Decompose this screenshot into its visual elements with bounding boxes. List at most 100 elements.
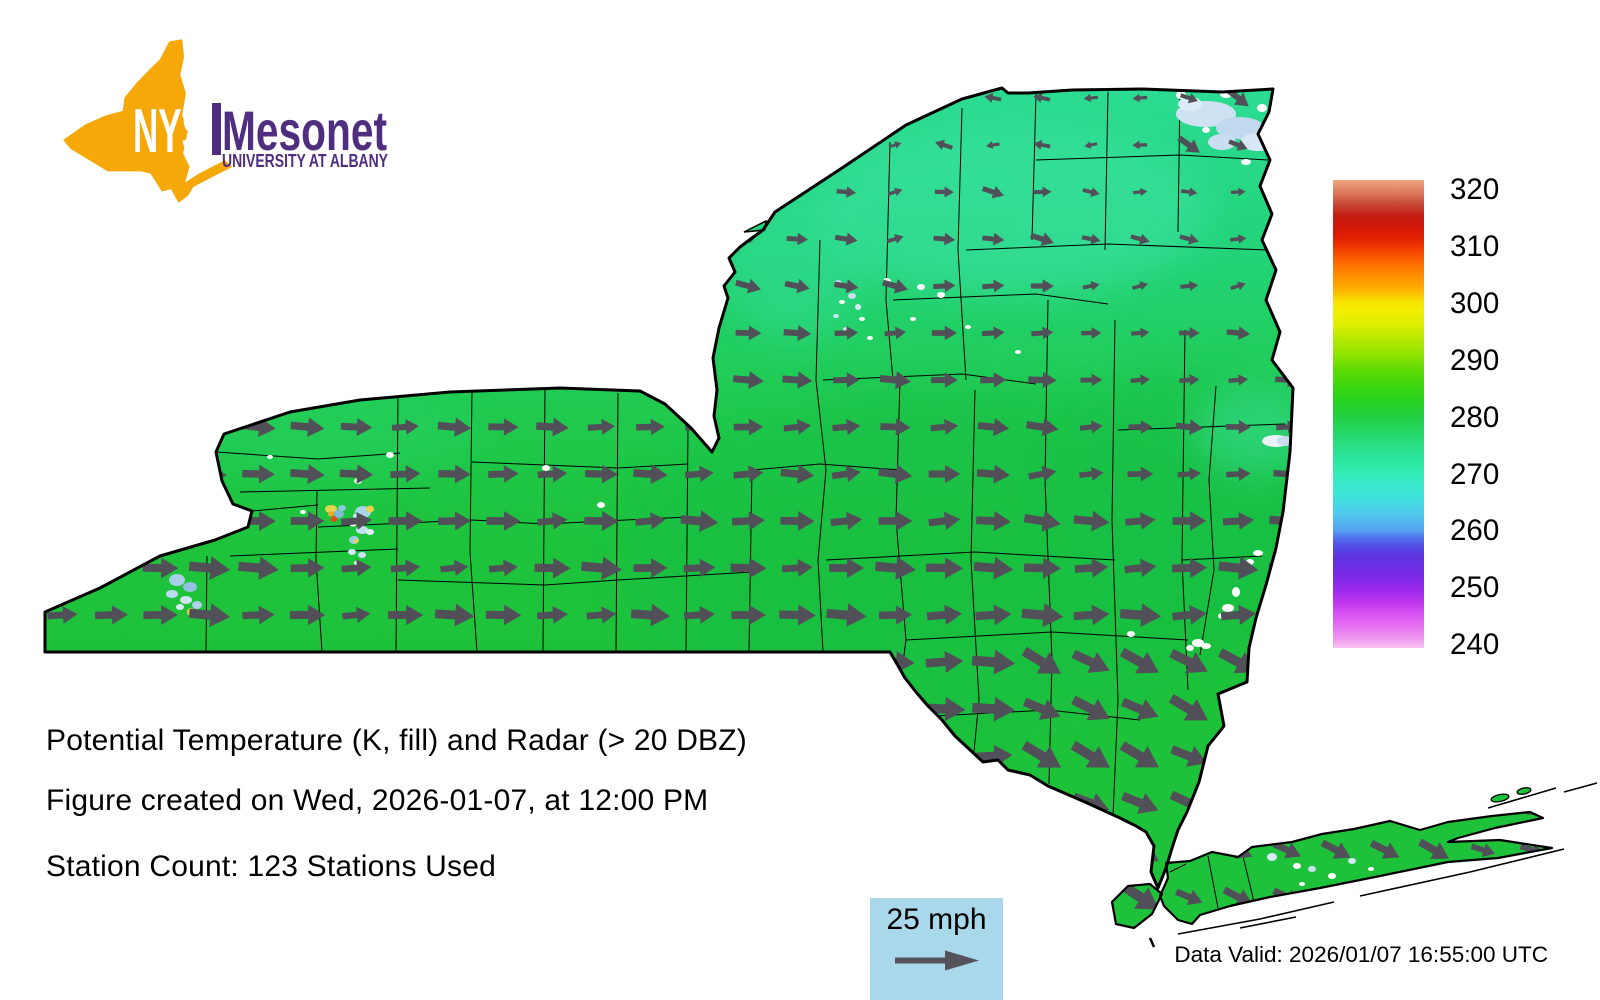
wind-arrow — [1507, 686, 1552, 732]
radar-echo — [192, 601, 202, 609]
wind-arrow — [686, 325, 713, 341]
wind-arrow — [336, 978, 378, 1000]
wind-arrow — [341, 274, 372, 298]
wind-arrow — [1266, 693, 1309, 726]
wind-arrow — [46, 370, 79, 390]
wind-arrow — [631, 838, 670, 862]
wind-arrow — [738, 91, 759, 105]
wind-arrow — [786, 137, 808, 153]
wind-arrow — [495, 92, 511, 104]
colorbar-tick-label: 320 — [1450, 173, 1500, 206]
wind-arrow — [1119, 975, 1161, 1000]
wind-arrow — [585, 369, 618, 391]
wind-arrow — [247, 325, 270, 341]
wind-speed-label: 25 mph — [886, 903, 987, 936]
radar-echo — [348, 549, 356, 555]
wind-arrow — [248, 231, 268, 247]
wind-arrow — [1322, 88, 1350, 110]
wind-arrow — [45, 698, 80, 720]
radar-echo — [338, 505, 346, 511]
radar-echo — [169, 574, 185, 586]
wind-arrow — [1472, 137, 1494, 154]
wind-arrow — [634, 699, 667, 719]
wind-arrow — [542, 232, 563, 246]
wind-reference-arrow-icon — [894, 950, 979, 971]
wind-arrow — [781, 981, 814, 1000]
wind-arrow — [393, 325, 418, 341]
wind-arrow — [1558, 689, 1600, 729]
wind-arrow — [1425, 233, 1443, 245]
wind-arrow — [827, 979, 866, 1000]
wind-arrow — [46, 510, 79, 532]
wind-arrow — [1374, 89, 1397, 107]
radar-echo — [366, 505, 374, 513]
radar-echo — [1222, 604, 1234, 612]
wind-arrow — [437, 934, 472, 954]
wind-arrow — [540, 278, 564, 294]
map-title: Potential Temperature (K, fill) and Rada… — [46, 724, 747, 757]
wind-arrow — [641, 186, 660, 198]
wind-arrow — [147, 325, 174, 341]
wind-arrow — [491, 184, 515, 201]
colorbar-tick-label: 290 — [1450, 343, 1500, 377]
wind-arrow — [1572, 280, 1591, 291]
radar-echo — [334, 510, 344, 518]
wind-arrow — [827, 791, 866, 815]
radar-echo — [353, 539, 359, 543]
radar-echo — [859, 317, 865, 321]
wind-arrow — [729, 885, 769, 909]
wind-arrow — [394, 136, 417, 154]
wind-arrow — [143, 511, 178, 531]
wind-arrow — [46, 652, 79, 672]
wind-arrow — [1416, 882, 1453, 912]
wind-arrow — [1565, 837, 1597, 863]
wind-arrow — [1517, 88, 1547, 112]
wind-arrow — [48, 418, 77, 436]
wind-arrow — [1568, 419, 1595, 436]
wind-arrow — [1556, 639, 1600, 685]
wind-arrow — [887, 93, 904, 103]
radar-echo — [965, 325, 971, 329]
wind-arrow — [728, 790, 770, 816]
wind-arrow — [439, 323, 470, 343]
radar-echo — [1257, 104, 1267, 112]
radar-echo — [1299, 882, 1305, 886]
wind-arrow — [1561, 555, 1600, 580]
wind-arrow — [637, 372, 664, 388]
wind-arrow — [1269, 975, 1306, 1000]
radar-echo — [1328, 873, 1336, 879]
radar-echo — [183, 582, 197, 592]
radar-echo — [325, 505, 337, 513]
radar-echo — [1015, 350, 1021, 354]
wind-arrow — [779, 839, 816, 861]
wind-arrow — [584, 886, 619, 907]
wind-arrow — [630, 978, 672, 1000]
wind-arrow — [487, 887, 520, 907]
wind-arrow — [287, 649, 328, 675]
radar-echo — [937, 292, 945, 298]
wind-arrow — [1274, 133, 1301, 157]
wind-arrow — [193, 934, 227, 954]
wind-arrow — [243, 981, 275, 1000]
colorbar-tick-label: 270 — [1450, 457, 1500, 491]
radar-echo — [1186, 645, 1194, 651]
wind-arrow — [1518, 980, 1547, 1000]
wind-arrow — [489, 372, 518, 388]
wind-arrow — [586, 652, 617, 672]
wind-arrow — [828, 651, 865, 673]
wind-arrow — [537, 699, 568, 719]
wind-arrow — [390, 887, 421, 907]
wind-arrow — [874, 836, 917, 864]
wind-arrow — [1416, 976, 1453, 1000]
logo-name: Mesonet — [222, 99, 387, 162]
wind-arrow — [586, 275, 617, 297]
radar-echo — [386, 452, 394, 458]
wind-arrow — [591, 91, 612, 105]
wind-arrow — [536, 887, 569, 907]
wind-arrow — [683, 370, 716, 390]
radar-echo — [542, 465, 550, 471]
wind-arrow — [49, 325, 76, 341]
wind-arrow — [829, 698, 864, 720]
wind-arrow — [446, 92, 462, 104]
wind-arrow — [1364, 740, 1407, 773]
